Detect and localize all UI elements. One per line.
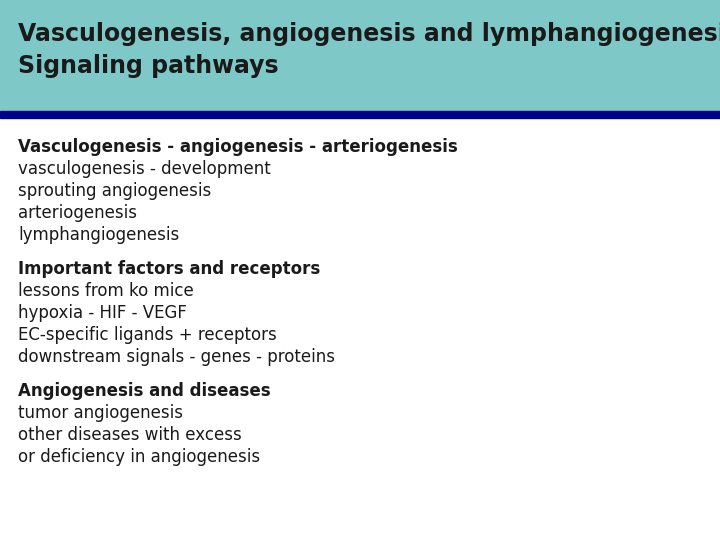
Text: Important factors and receptors: Important factors and receptors <box>18 260 320 278</box>
Text: other diseases with excess: other diseases with excess <box>18 426 242 444</box>
Text: arteriogenesis: arteriogenesis <box>18 204 137 222</box>
Text: Angiogenesis and diseases: Angiogenesis and diseases <box>18 382 271 400</box>
Text: sprouting angiogenesis: sprouting angiogenesis <box>18 183 211 200</box>
Text: EC-specific ligands + receptors: EC-specific ligands + receptors <box>18 326 276 345</box>
Bar <box>0 0 720 111</box>
Text: Vasculogenesis - angiogenesis - arteriogenesis: Vasculogenesis - angiogenesis - arteriog… <box>18 138 458 156</box>
Text: hypoxia - HIF - VEGF: hypoxia - HIF - VEGF <box>18 304 187 322</box>
Text: lessons from ko mice: lessons from ko mice <box>18 282 194 300</box>
Bar <box>0 111 720 118</box>
Text: Signaling pathways: Signaling pathways <box>18 54 279 78</box>
Text: downstream signals - genes - proteins: downstream signals - genes - proteins <box>18 348 335 366</box>
Text: or deficiency in angiogenesis: or deficiency in angiogenesis <box>18 448 260 466</box>
Text: lymphangiogenesis: lymphangiogenesis <box>18 226 179 244</box>
Text: vasculogenesis - development: vasculogenesis - development <box>18 160 271 178</box>
Text: tumor angiogenesis: tumor angiogenesis <box>18 404 183 422</box>
Text: Vasculogenesis, angiogenesis and lymphangiogenesis:: Vasculogenesis, angiogenesis and lymphan… <box>18 22 720 46</box>
